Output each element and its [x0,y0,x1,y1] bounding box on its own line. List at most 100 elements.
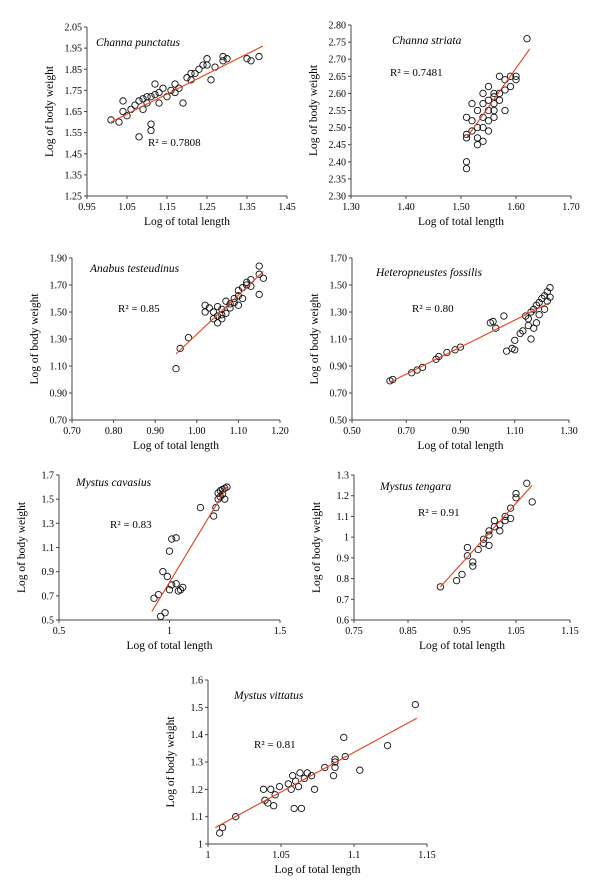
data-point [546,293,554,301]
data-point [213,319,222,327]
data-point [512,72,520,80]
data-point [506,82,515,91]
data-point [179,99,187,107]
trend-line [151,486,228,612]
data-point [473,106,482,115]
y-tick-label: 1.10 [50,362,68,373]
chart-title: Mystus tengara [379,481,451,493]
data-point [151,90,159,99]
data-point [171,80,179,88]
scatter-chart-4: 0.50 0.70 0.90 1.10 1.30 1.50 1.70 0.50 0.70 0.90… [309,254,578,453]
data-point [171,88,179,97]
data-point [168,535,176,543]
data-point [479,137,487,145]
data-point [175,84,183,92]
y-axis-label: Log of body weight [16,501,28,593]
x-tick-label: 0.90 [452,426,470,437]
data-point [243,281,251,289]
data-point [452,576,461,585]
data-point [205,304,213,312]
data-point [296,769,304,777]
data-point [506,72,515,80]
data-point [519,327,527,335]
data-point [218,315,226,323]
data-point [267,785,275,793]
chart-title: Anabus testeudinus [89,263,180,275]
data-point [210,512,218,520]
y-axis-label: Log of body weight [308,64,320,156]
scatter-chart-2: 2.30 2.35 2.40 2.45 2.50 2.55 2.60 2.65 2.70 2.75… [308,21,580,229]
data-point [234,301,243,309]
data-point [506,514,515,523]
r-squared-label: R² = 0.7808 [148,137,201,149]
data-point [484,127,493,135]
data-point [484,96,493,104]
data-point [490,516,499,525]
scatter-chart-6: 0.6 0.7 0.8 0.9 1 1.1 1.2 1.3 0.75 0.85 0.95 1.05 1.… [311,471,579,653]
data-point [469,558,477,566]
x-tick-label: 1 [206,850,211,861]
data-point [209,308,218,316]
data-point [496,527,504,535]
data-point [501,106,509,115]
y-tick-label: 1.10 [330,335,348,346]
data-point [219,52,227,61]
y-tick-label: 1.30 [330,308,348,319]
x-tick-label: 1.35 [238,202,256,213]
trend-line [215,717,418,829]
data-point [115,118,123,126]
y-tick-label: 0.7 [42,591,55,602]
trend-line [389,302,551,383]
data-point [527,335,535,343]
y-tick-label: 1.35 [65,170,83,181]
data-point [259,274,268,282]
data-point [199,61,207,69]
y-tick-label: 1.1 [191,812,204,823]
scatter-chart-5: 0.5 0.7 0.9 1.1 1.3 1.5 1.7 0.5 1 1.5 Log of total… [16,471,286,653]
x-tick-label: 1.1 [348,850,361,861]
x-tick-label: 1.05 [507,626,525,637]
data-point [546,284,554,292]
y-tick-label: 1.5 [191,703,204,714]
data-point [264,799,272,807]
data-point [511,336,519,344]
data-point [147,120,155,128]
data-point [201,308,209,316]
x-tick-label: 1.30 [342,202,360,213]
data-point [214,489,222,497]
data-point [159,568,167,576]
data-point [532,301,541,309]
data-point [218,305,226,313]
y-tick-label: 0.6 [337,616,350,627]
data-point [216,493,224,501]
x-axis-label: Log of total length [418,440,504,452]
data-point [238,294,247,303]
data-point [501,86,509,94]
data-point [495,96,504,104]
data-point [290,804,298,813]
data-point [411,700,419,709]
data-point [479,100,487,108]
r-squared-label: R² = 0.85 [118,303,160,315]
data-point [506,504,515,512]
data-point [107,116,115,124]
data-point [119,97,127,105]
data-point [300,774,309,783]
x-tick-label: 0.85 [399,626,417,637]
data-point [259,785,268,793]
y-tick-label: 1.95 [65,44,83,55]
data-point [172,580,180,588]
y-axis-label: Log of body weight [311,501,323,593]
y-tick-label: 0.5 [42,616,55,627]
x-tick-label: 0.70 [63,426,81,437]
data-point [284,780,292,788]
x-tick-label: 0.95 [78,202,96,213]
data-point [150,594,158,602]
y-tick-label: 0.8 [337,574,350,585]
y-tick-label: 2.05 [65,23,83,34]
data-point [485,531,493,539]
data-point [147,93,155,101]
data-point [512,489,520,498]
y-tick-label: 1.45 [65,149,83,160]
data-point [289,772,297,780]
